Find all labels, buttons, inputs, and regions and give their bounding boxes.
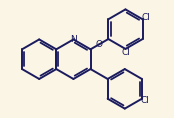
Text: Cl: Cl xyxy=(141,96,150,105)
Text: N: N xyxy=(70,35,77,44)
Text: Cl: Cl xyxy=(142,13,151,22)
Text: Cl: Cl xyxy=(121,48,130,57)
Text: O: O xyxy=(96,40,103,49)
